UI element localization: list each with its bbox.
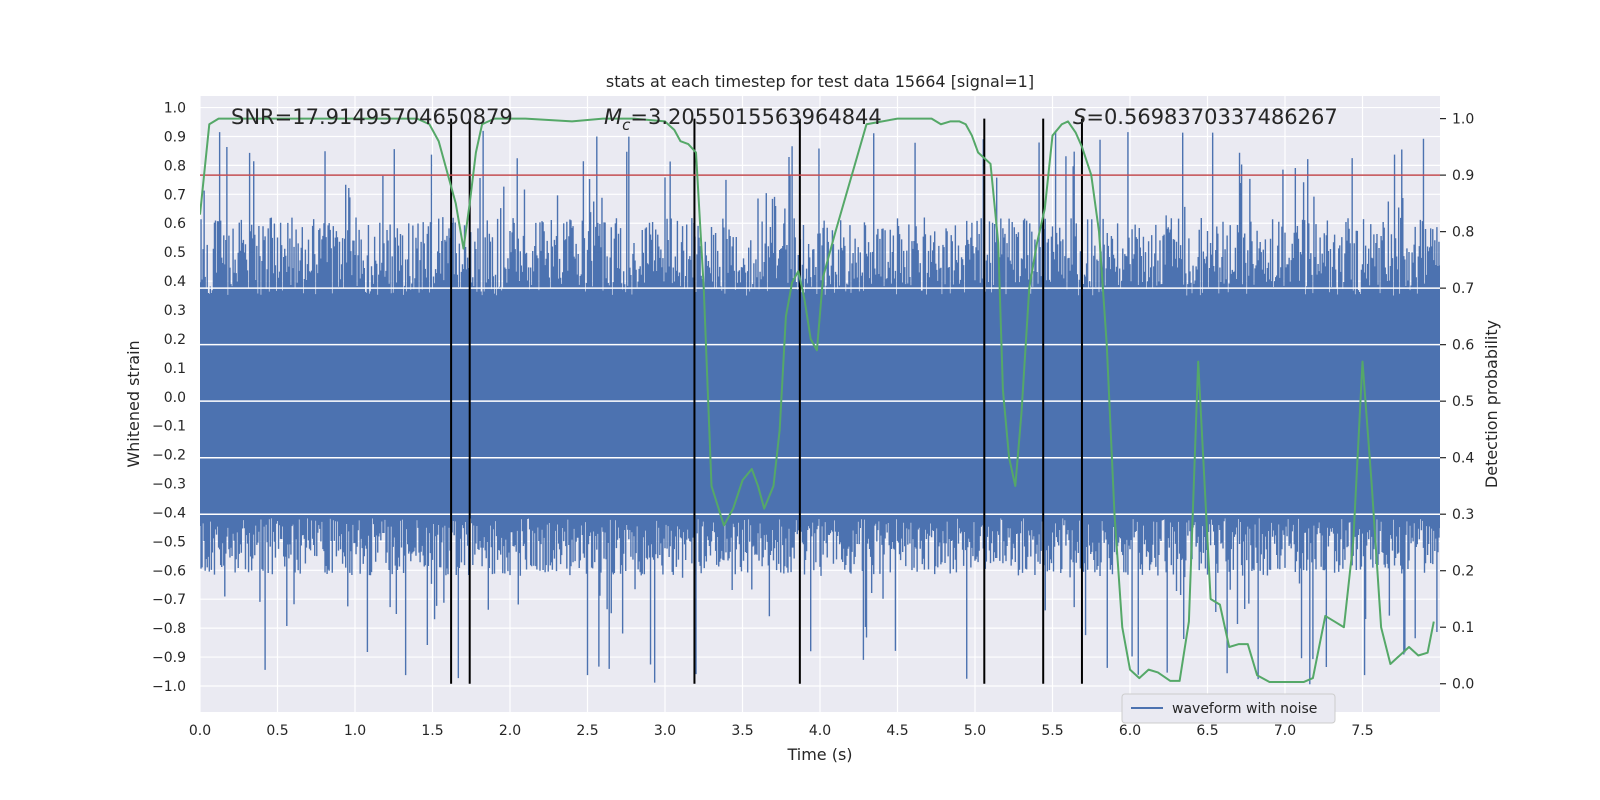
x-tick-label: 4.5 [886, 723, 908, 739]
y-left-tick-label: 0.4 [164, 274, 186, 290]
y-right-tick-label: 1.0 [1452, 112, 1474, 128]
y-left-tick-label: −0.9 [152, 650, 186, 666]
boundary-lines [450, 118, 1083, 684]
x-tick-label: 7.0 [1274, 723, 1296, 739]
x-tick-label: 1.0 [344, 723, 366, 739]
x-tick-label: 6.5 [1196, 723, 1218, 739]
y-right-axis-ticks: 1.0 0.9 0.8 0.7 0.6 0.5 0.4 0.3 0.2 0.1 0.0 [1440, 112, 1474, 693]
spin-value: =0.5698370337486267 [1086, 105, 1337, 129]
y-right-tick-label: 0.0 [1452, 677, 1474, 693]
x-tick-label: 0.5 [266, 723, 288, 739]
y-left-tick-label: 0.9 [164, 129, 186, 145]
y-left-tick-label: 0.6 [164, 216, 186, 232]
y-left-tick-label: −0.7 [152, 592, 186, 608]
x-tick-label: 2.0 [499, 723, 521, 739]
chirp-mass-symbol: M [604, 105, 622, 129]
y-right-tick-label: 0.5 [1452, 394, 1474, 410]
y-right-tick-label: 0.7 [1452, 281, 1474, 297]
y-left-tick-label: −0.5 [152, 534, 186, 550]
y-right-tick-label: 0.3 [1452, 507, 1474, 523]
y-left-tick-label: 0.8 [164, 158, 186, 174]
y-left-tick-label: −0.6 [152, 563, 186, 579]
y-right-axis-label: Detection probability [1482, 320, 1501, 488]
probability-series [200, 117, 1435, 684]
y-left-axis-label: Whitened strain [124, 340, 143, 467]
y-right-tick-label: 0.2 [1452, 564, 1474, 580]
core-grid-lines [200, 287, 1440, 515]
x-tick-label: 0.0 [189, 723, 211, 739]
y-right-tick-label: 0.8 [1452, 225, 1474, 241]
y-left-tick-label: 1.0 [164, 101, 186, 117]
y-left-tick-label: −0.4 [152, 505, 186, 521]
spin-annotation: S=0.5698370337486267 [1073, 105, 1338, 129]
y-left-tick-label: 0.5 [164, 245, 186, 261]
spin-symbol: S [1073, 105, 1086, 129]
waveform-series [200, 130, 1440, 685]
x-tick-label: 5.0 [964, 723, 986, 739]
y-left-tick-label: −0.8 [152, 621, 186, 637]
y-left-tick-label: 0.2 [164, 332, 186, 348]
y-left-axis-ticks: 1.0 0.9 0.8 0.7 0.6 0.5 0.4 0.3 0.2 0.1 0.0 −0.1 −0.… [152, 101, 186, 695]
legend: waveform with noise [1121, 693, 1336, 724]
x-tick-label: 1.5 [421, 723, 443, 739]
chirp-mass-annotation: Mc=3.2055015563964844 [604, 105, 882, 134]
legend-box [1121, 693, 1336, 724]
y-right-tick-label: 0.9 [1452, 168, 1474, 184]
y-left-tick-label: −1.0 [152, 679, 186, 695]
y-left-tick-label: 0.7 [164, 187, 186, 203]
x-axis-label: Time (s) [786, 745, 852, 764]
y-right-tick-label: 0.1 [1452, 620, 1474, 636]
y-right-tick-label: 0.4 [1452, 451, 1474, 467]
chart-title: stats at each timestep for test data 156… [606, 72, 1034, 91]
waveform-core [200, 295, 1440, 519]
y-left-tick-label: −0.1 [152, 419, 186, 435]
x-tick-label: 5.5 [1041, 723, 1063, 739]
y-right-tick-label: 0.6 [1452, 338, 1474, 354]
x-tick-label: 7.5 [1351, 723, 1373, 739]
x-tick-label: 3.5 [731, 723, 753, 739]
chirp-mass-value: =3.2055015563964844 [630, 105, 881, 129]
x-axis-ticks: 0.0 0.5 1.0 1.5 2.0 2.5 3.0 3.5 4.0 4.5 5.0 5.5 6.0 6… [189, 723, 1374, 739]
probability-line [200, 117, 1435, 684]
x-tick-label: 4.0 [809, 723, 831, 739]
chirp-mass-subscript: c [622, 116, 631, 134]
y-left-tick-label: 0.0 [164, 390, 186, 406]
y-left-tick-label: 0.3 [164, 303, 186, 319]
x-tick-label: 3.0 [654, 723, 676, 739]
x-tick-label: 6.0 [1119, 723, 1141, 739]
snr-annotation: SNR=17.91495704650879 [231, 105, 513, 129]
y-left-tick-label: 0.1 [164, 361, 186, 377]
legend-label: waveform with noise [1172, 701, 1317, 717]
x-tick-label: 2.5 [576, 723, 598, 739]
y-left-tick-label: −0.2 [152, 448, 186, 464]
y-left-tick-label: −0.3 [152, 477, 186, 493]
